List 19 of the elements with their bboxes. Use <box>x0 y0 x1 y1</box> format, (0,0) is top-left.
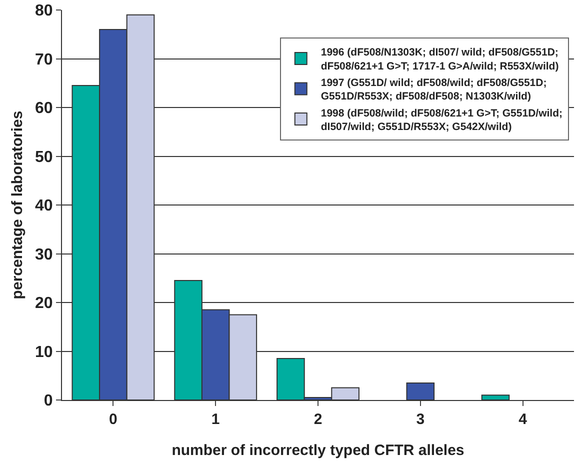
x-tick-label: 0 <box>109 411 118 428</box>
x-tick-label: 1 <box>211 411 220 428</box>
y-tick-label: 70 <box>35 51 53 68</box>
y-tick-label: 30 <box>35 246 53 264</box>
y-tick-label: 0 <box>44 392 53 410</box>
x-tick-label: 3 <box>416 411 425 428</box>
y-tick-label: 80 <box>35 2 53 20</box>
y-axis-title: percentage of laboratories <box>9 110 26 300</box>
legend-label: 1996 (dF508/N1303K; dI507/ wild; dF508/G551D; dF508/621+1 G>T; 1717-1 G>A/wild; R553X/wild) <box>320 46 559 72</box>
y-tick-label: 10 <box>35 344 53 361</box>
legend-label: 1998 (dF508/wild; dF508/621+1 G>T; G551D/wild; dI507/wild; G551D/R553X; G542X/wild) <box>320 107 562 133</box>
legend-label: 1997 (G551D/ wild; dF508/wild; dF508/G551D; G551D/R553X; dF508/dF508; N1303K/wild) <box>320 77 547 103</box>
y-tick-label: 60 <box>35 100 53 118</box>
x-tick-label: 2 <box>314 411 322 428</box>
y-tick-label: 50 <box>35 148 53 166</box>
x-axis-title: number of incorrectly typed CFTR alleles <box>172 442 464 459</box>
x-tick-label: 4 <box>518 411 528 428</box>
y-tick-label: 40 <box>35 198 53 215</box>
y-tick-label: 20 <box>35 295 53 312</box>
